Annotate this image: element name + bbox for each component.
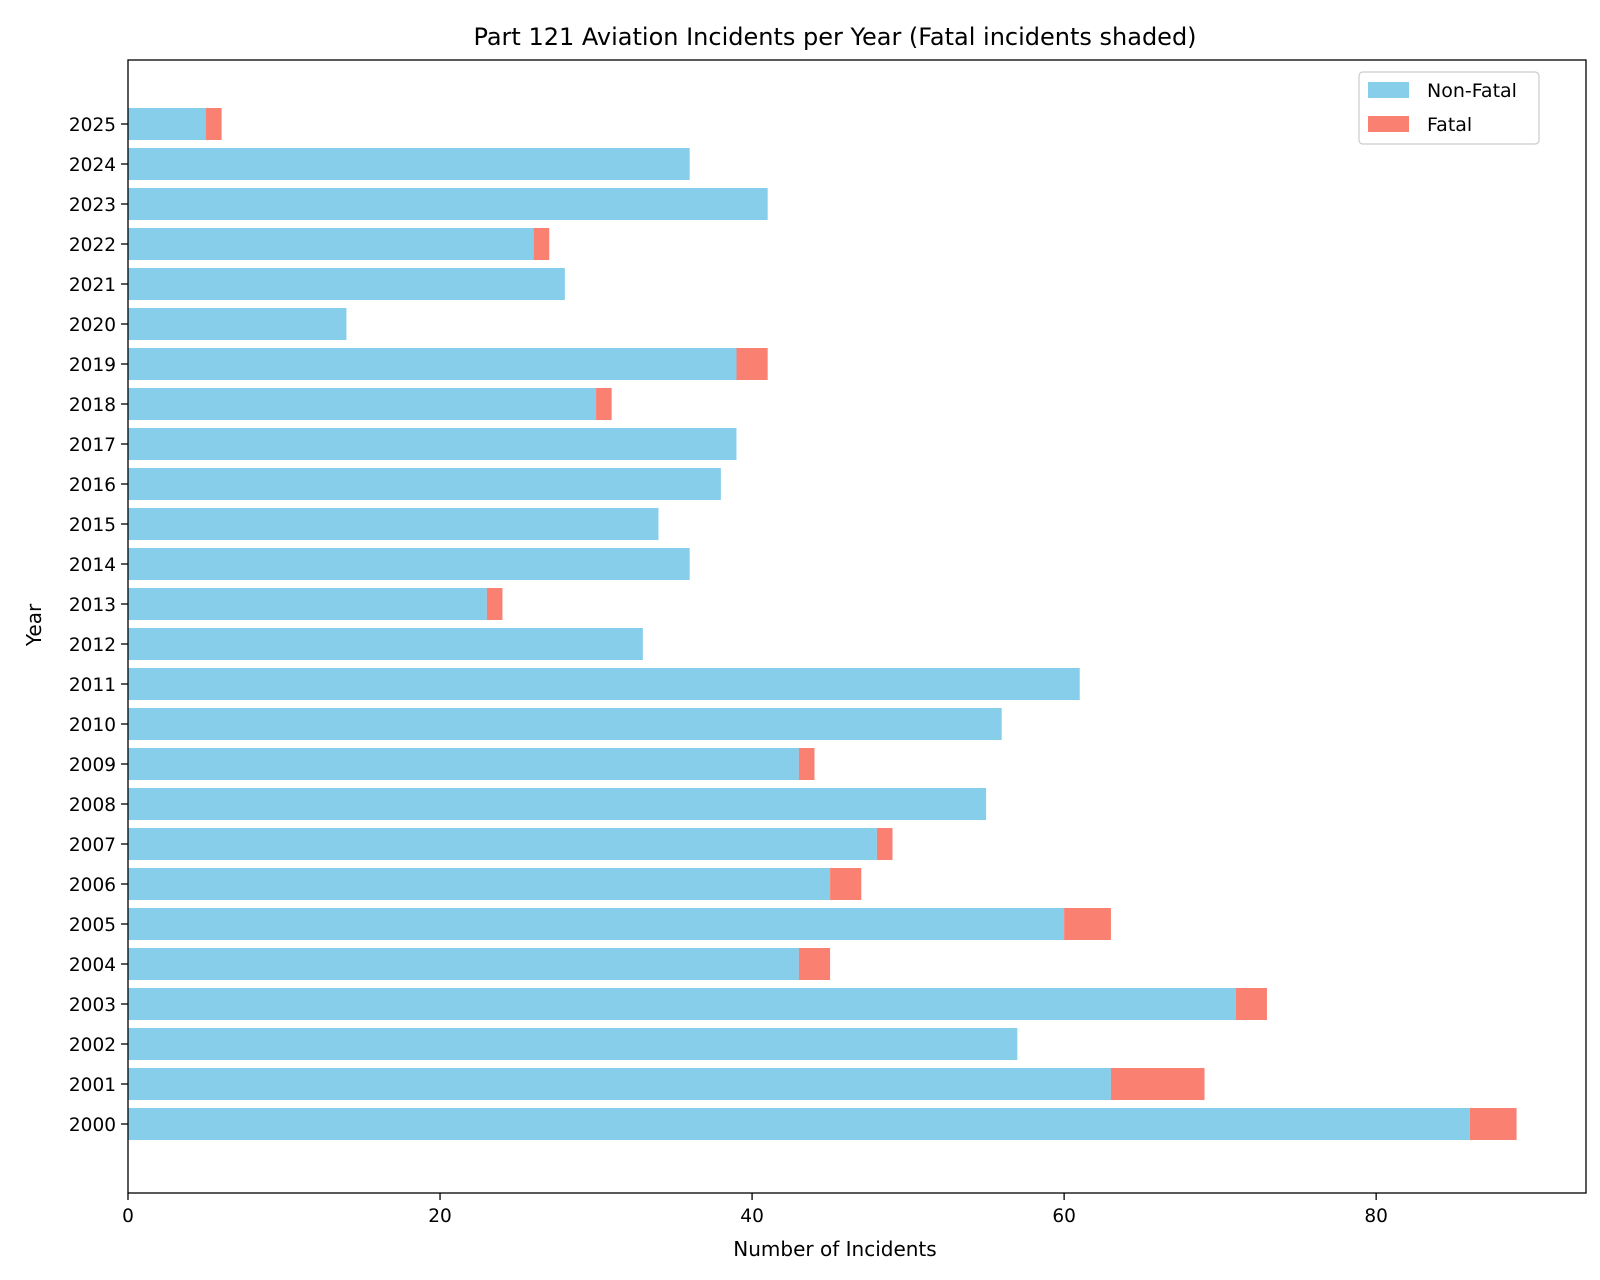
bar-non-fatal-2017	[128, 428, 737, 460]
axes: 0 20 40 60 80 2000 2001 2002 2003 2004 2005 2006 200…	[69, 59, 1587, 1227]
bar-non-fatal-2020	[128, 308, 347, 340]
y-tick-label-2018: 2018	[69, 395, 116, 416]
bar-non-fatal-2011	[128, 668, 1080, 700]
x-axis-label: Number of Incidents	[733, 1237, 936, 1261]
y-tick-label-2025: 2025	[69, 115, 116, 136]
y-tick-label-2017: 2017	[69, 435, 116, 456]
y-tick-label-2021: 2021	[69, 275, 116, 296]
y-tick-label-2020: 2020	[69, 315, 116, 336]
plot-frame	[127, 59, 1587, 1194]
bar-fatal-2005	[1064, 908, 1111, 940]
bar-non-fatal-2009	[128, 748, 799, 780]
bar-fatal-2019	[736, 348, 768, 380]
y-tick-label-2005: 2005	[69, 915, 116, 936]
bar-non-fatal-2001	[128, 1068, 1111, 1100]
bar-non-fatal-2003	[128, 988, 1236, 1020]
y-tick-label-2015: 2015	[69, 515, 116, 536]
y-tick-label-2004: 2004	[69, 955, 116, 976]
legend-label-non-fatal: Non-Fatal	[1427, 80, 1517, 102]
x-tick-label-40: 40	[740, 1206, 764, 1227]
bar-non-fatal-2014	[128, 548, 690, 580]
bar-non-fatal-2002	[128, 1028, 1018, 1060]
bar-non-fatal-2025	[128, 108, 207, 140]
bar-non-fatal-2019	[128, 348, 737, 380]
bar-fatal-2000	[1469, 1108, 1517, 1140]
y-tick-label-2000: 2000	[69, 1115, 116, 1136]
bar-fatal-2009	[798, 748, 815, 780]
bar-fatal-2018	[596, 388, 612, 420]
legend: Non-Fatal Fatal	[1358, 71, 1540, 145]
y-tick-label-2019: 2019	[69, 355, 116, 376]
bar-fatal-2013	[486, 588, 503, 620]
y-tick-label-2002: 2002	[69, 1035, 116, 1056]
y-tick-label-2011: 2011	[69, 675, 116, 696]
y-tick-label-2012: 2012	[69, 635, 116, 656]
y-tick-label-2024: 2024	[69, 155, 116, 176]
bar-non-fatal-2010	[128, 708, 1002, 740]
y-axis-label: Year	[22, 603, 46, 647]
x-tick-label-80: 80	[1364, 1206, 1388, 1227]
bar-non-fatal-2007	[128, 828, 877, 860]
y-tick-label-2006: 2006	[69, 875, 116, 896]
bar-fatal-2022	[533, 228, 550, 260]
bar-non-fatal-2012	[128, 628, 643, 660]
y-tick-label-2023: 2023	[69, 195, 116, 216]
y-tick-label-2007: 2007	[69, 835, 116, 856]
y-tick-label-2014: 2014	[69, 555, 116, 576]
bar-non-fatal-2024	[128, 148, 690, 180]
y-tick-label-2003: 2003	[69, 995, 116, 1016]
bar-non-fatal-2005	[128, 908, 1065, 940]
y-tick-label-2013: 2013	[69, 595, 116, 616]
bar-non-fatal-2013	[128, 588, 487, 620]
bar-non-fatal-2016	[128, 468, 721, 500]
bar-non-fatal-2018	[128, 388, 597, 420]
bar-fatal-2001	[1110, 1068, 1205, 1100]
bar-fatal-2006	[830, 868, 862, 900]
bar-non-fatal-2023	[128, 188, 768, 220]
bar-non-fatal-2022	[128, 228, 534, 260]
x-tick-label-20: 20	[428, 1206, 452, 1227]
bar-non-fatal-2004	[128, 948, 799, 980]
legend-swatch-non-fatal	[1368, 82, 1409, 98]
y-tick-label-2010: 2010	[69, 715, 116, 736]
y-tick-label-2016: 2016	[69, 475, 116, 496]
bar-non-fatal-2000	[128, 1108, 1470, 1140]
bar-fatal-2003	[1235, 988, 1267, 1020]
legend-swatch-fatal	[1368, 116, 1409, 132]
bar-non-fatal-2015	[128, 508, 659, 540]
bar-non-fatal-2021	[128, 268, 565, 300]
plot-area	[128, 108, 1517, 1140]
y-tick-label-2009: 2009	[69, 755, 116, 776]
chart-title: Part 121 Aviation Incidents per Year (Fa…	[473, 23, 1196, 51]
bar-non-fatal-2008	[128, 788, 987, 820]
y-tick-label-2008: 2008	[69, 795, 116, 816]
legend-label-fatal: Fatal	[1427, 114, 1472, 136]
y-tick-label-2001: 2001	[69, 1075, 116, 1096]
bar-non-fatal-2006	[128, 868, 831, 900]
bar-fatal-2007	[876, 828, 893, 860]
x-tick-label-0: 0	[122, 1206, 134, 1227]
x-tick-label-60: 60	[1052, 1206, 1076, 1227]
y-tick-label-2022: 2022	[69, 235, 116, 256]
bar-fatal-2025	[206, 108, 222, 140]
bar-fatal-2004	[798, 948, 831, 980]
